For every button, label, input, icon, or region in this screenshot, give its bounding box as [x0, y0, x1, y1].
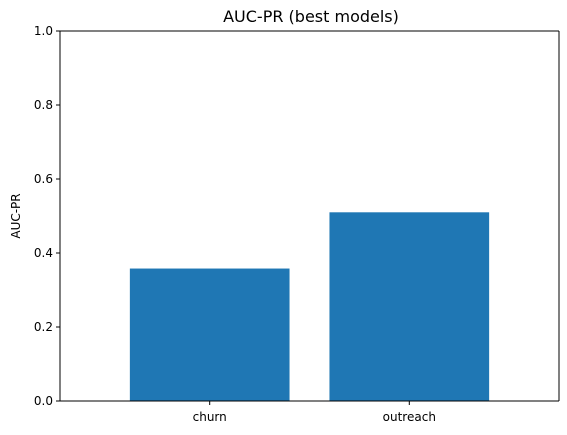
y-tick-label: 0.4: [34, 246, 53, 260]
x-tick-label: churn: [193, 410, 227, 424]
y-tick-label: 1.0: [34, 24, 53, 38]
y-tick-label: 0.2: [34, 320, 53, 334]
y-tick-label: 0.6: [34, 172, 53, 186]
bar-churn: [129, 268, 290, 401]
y-axis-label: AUC-PR: [9, 193, 23, 238]
chart-title: AUC-PR (best models): [223, 7, 399, 26]
y-tick-label: 0.0: [34, 394, 53, 408]
bar-outreach: [329, 212, 490, 401]
y-tick-label: 0.8: [34, 98, 53, 112]
x-tick-label: outreach: [383, 410, 436, 424]
plot-area: 0.0 0.2 0.4 0.6 0.8 1.0 churn outreach: [34, 24, 560, 424]
